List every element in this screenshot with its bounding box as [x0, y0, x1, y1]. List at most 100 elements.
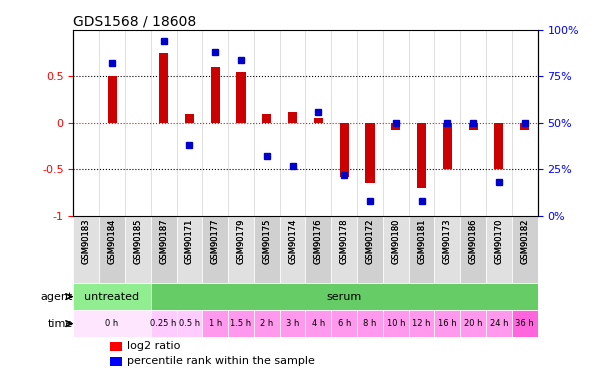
Text: GDS1568 / 18608: GDS1568 / 18608 — [73, 15, 197, 29]
Text: 20 h: 20 h — [464, 319, 483, 328]
FancyBboxPatch shape — [460, 216, 486, 283]
Text: GSM90170: GSM90170 — [494, 219, 503, 264]
Bar — [111, 357, 122, 366]
Text: GSM90177: GSM90177 — [211, 219, 220, 264]
FancyBboxPatch shape — [331, 216, 357, 283]
FancyBboxPatch shape — [512, 216, 538, 283]
FancyBboxPatch shape — [73, 216, 99, 283]
Text: 3 h: 3 h — [286, 319, 299, 328]
Text: GSM90179: GSM90179 — [236, 219, 246, 264]
Text: GSM90174: GSM90174 — [288, 219, 297, 264]
FancyBboxPatch shape — [306, 216, 331, 283]
Text: GSM90170: GSM90170 — [494, 219, 503, 264]
FancyBboxPatch shape — [177, 216, 202, 283]
FancyBboxPatch shape — [512, 310, 538, 337]
Bar — [108, 76, 117, 123]
Text: GSM90178: GSM90178 — [340, 219, 349, 264]
Text: GSM90183: GSM90183 — [82, 219, 90, 264]
Bar — [365, 123, 375, 183]
Text: GSM90175: GSM90175 — [262, 219, 271, 264]
FancyBboxPatch shape — [409, 310, 434, 337]
Text: GSM90185: GSM90185 — [133, 219, 142, 264]
Text: time: time — [48, 319, 73, 328]
Text: GSM90176: GSM90176 — [314, 219, 323, 264]
Text: GSM90181: GSM90181 — [417, 219, 426, 264]
Text: GSM90173: GSM90173 — [443, 219, 452, 264]
Text: GSM90187: GSM90187 — [159, 219, 168, 264]
FancyBboxPatch shape — [460, 310, 486, 337]
FancyBboxPatch shape — [383, 216, 409, 283]
Text: GSM90184: GSM90184 — [108, 219, 117, 264]
Bar — [469, 123, 478, 130]
FancyBboxPatch shape — [228, 310, 254, 337]
Text: 1.5 h: 1.5 h — [230, 319, 252, 328]
Bar — [340, 123, 349, 177]
Text: 4 h: 4 h — [312, 319, 325, 328]
Bar — [494, 123, 503, 169]
Text: untreated: untreated — [84, 292, 139, 302]
Text: 24 h: 24 h — [490, 319, 508, 328]
FancyBboxPatch shape — [99, 216, 125, 283]
Text: 0 h: 0 h — [105, 319, 119, 328]
Text: GSM90174: GSM90174 — [288, 219, 297, 264]
Text: GSM90185: GSM90185 — [133, 219, 142, 264]
Text: GSM90178: GSM90178 — [340, 219, 349, 264]
Text: 10 h: 10 h — [387, 319, 405, 328]
Bar — [211, 67, 220, 123]
FancyBboxPatch shape — [73, 310, 151, 337]
Bar — [314, 118, 323, 123]
Bar — [111, 342, 122, 351]
Text: percentile rank within the sample: percentile rank within the sample — [126, 356, 315, 366]
Text: 2 h: 2 h — [260, 319, 274, 328]
Text: GSM90187: GSM90187 — [159, 219, 168, 264]
Text: GSM90179: GSM90179 — [236, 219, 246, 264]
FancyBboxPatch shape — [434, 310, 460, 337]
Text: GSM90172: GSM90172 — [365, 219, 375, 264]
FancyBboxPatch shape — [331, 310, 357, 337]
FancyBboxPatch shape — [151, 216, 177, 283]
Text: 0.25 h: 0.25 h — [150, 319, 177, 328]
Bar — [520, 123, 529, 130]
FancyBboxPatch shape — [228, 216, 254, 283]
Text: GSM90183: GSM90183 — [82, 219, 90, 264]
Text: GSM90182: GSM90182 — [521, 219, 529, 264]
FancyBboxPatch shape — [151, 310, 177, 337]
FancyBboxPatch shape — [357, 310, 383, 337]
Text: GSM90176: GSM90176 — [314, 219, 323, 264]
FancyBboxPatch shape — [177, 310, 202, 337]
FancyBboxPatch shape — [306, 310, 331, 337]
FancyBboxPatch shape — [151, 283, 538, 310]
Text: 36 h: 36 h — [516, 319, 534, 328]
FancyBboxPatch shape — [486, 310, 512, 337]
Bar — [443, 123, 452, 169]
FancyBboxPatch shape — [202, 216, 228, 283]
Text: agent: agent — [40, 292, 73, 302]
Text: GSM90186: GSM90186 — [469, 219, 478, 264]
Text: GSM90171: GSM90171 — [185, 219, 194, 264]
Bar — [262, 114, 271, 123]
Text: serum: serum — [326, 292, 362, 302]
Text: 0.5 h: 0.5 h — [179, 319, 200, 328]
FancyBboxPatch shape — [434, 216, 460, 283]
Text: GSM90180: GSM90180 — [391, 219, 400, 264]
Text: 16 h: 16 h — [438, 319, 456, 328]
Text: GSM90171: GSM90171 — [185, 219, 194, 264]
Bar — [159, 53, 168, 123]
Bar — [391, 123, 400, 130]
Text: GSM90173: GSM90173 — [443, 219, 452, 264]
Text: GSM90182: GSM90182 — [521, 219, 529, 264]
Bar — [417, 123, 426, 188]
Text: 6 h: 6 h — [337, 319, 351, 328]
FancyBboxPatch shape — [202, 310, 228, 337]
Text: GSM90180: GSM90180 — [391, 219, 400, 264]
Text: 1 h: 1 h — [208, 319, 222, 328]
Text: GSM90177: GSM90177 — [211, 219, 220, 264]
Bar — [288, 112, 297, 123]
FancyBboxPatch shape — [383, 310, 409, 337]
FancyBboxPatch shape — [280, 310, 306, 337]
FancyBboxPatch shape — [125, 216, 151, 283]
Text: log2 ratio: log2 ratio — [126, 341, 180, 351]
Bar — [185, 114, 194, 123]
FancyBboxPatch shape — [409, 216, 434, 283]
FancyBboxPatch shape — [254, 216, 280, 283]
